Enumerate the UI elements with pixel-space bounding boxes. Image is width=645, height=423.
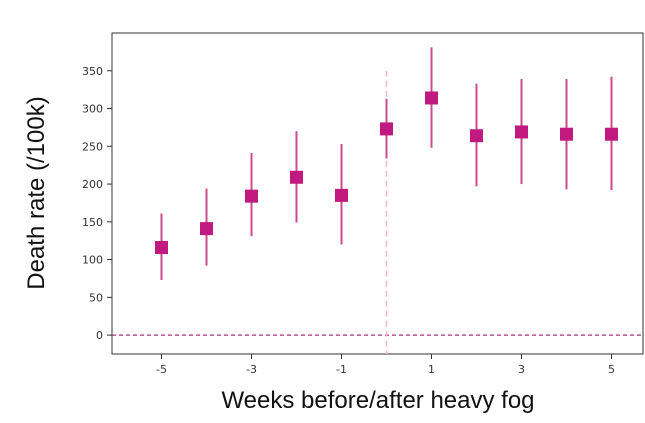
y-axis-title: Death rate (/100k) [23,96,50,289]
data-point [425,91,438,105]
x-tick-label: -1 [336,363,347,376]
plot-frame [111,32,644,355]
data-point [515,125,528,139]
data-point [200,222,213,236]
data-point [560,127,573,141]
data-point [155,241,168,255]
plot-area: 0 50 100 150 200 250 300 350 -5 -3 -1 1 3 5 [82,32,644,376]
y-tick-label: 250 [82,140,103,153]
y-tick-label: 350 [82,65,103,78]
y-tick-label: 300 [82,103,103,116]
data-point [605,127,618,141]
x-tick-label: 5 [608,363,615,376]
x-tick-label: -5 [156,363,167,376]
data-point [245,189,258,203]
data-point [290,170,303,184]
y-tick-label: 0 [96,329,103,342]
x-axis-title: Weeks before/after heavy fog [221,387,534,414]
y-tick-label: 150 [82,216,103,229]
data-point [380,122,393,136]
data-point [470,129,483,143]
data-point [335,188,348,202]
x-tick-label: 1 [428,363,435,376]
y-tick-label: 200 [82,178,103,191]
x-tick-label: 3 [518,363,525,376]
y-tick-label: 100 [82,254,103,267]
x-tick-label: -3 [246,363,257,376]
y-tick-label: 50 [89,291,103,304]
